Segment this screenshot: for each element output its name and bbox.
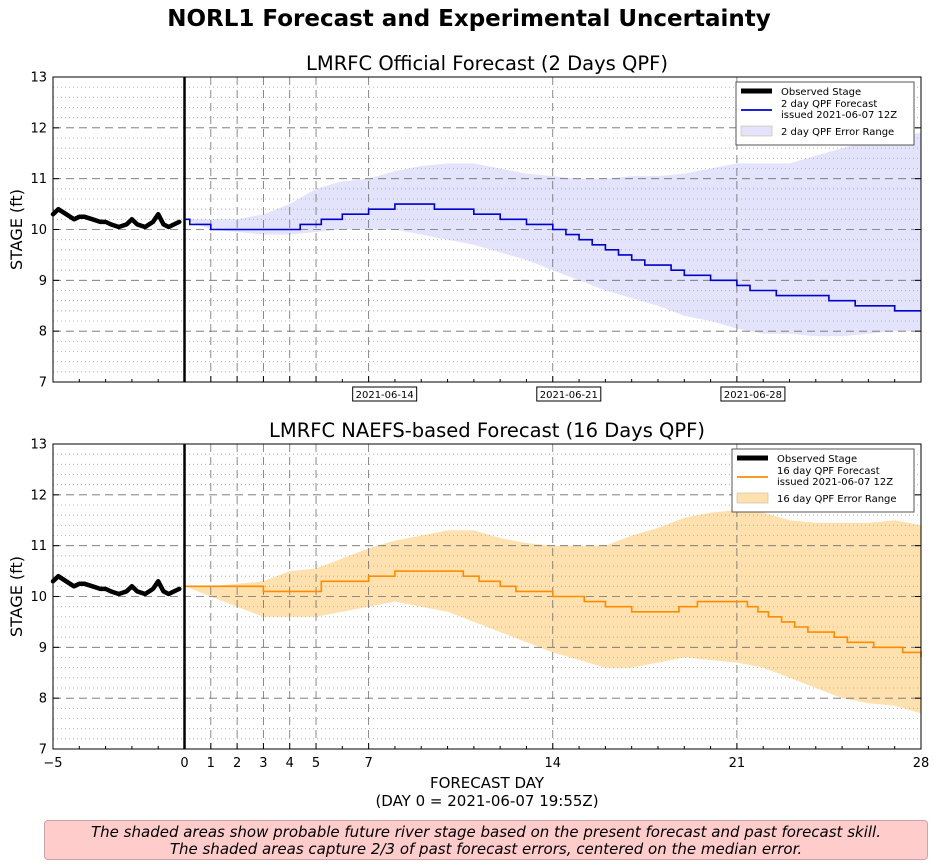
panel1-date-label: 2021-06-21 xyxy=(540,390,598,401)
panel1-date-label: 2021-06-14 xyxy=(356,390,414,401)
panel1-y-tick-label: 11 xyxy=(30,172,47,187)
panel2-x-tick-label: −5 xyxy=(43,756,62,771)
panel2-x-tick-label: 4 xyxy=(286,756,294,771)
panel1-date-label: 2021-06-28 xyxy=(724,390,782,401)
panel2-y-tick-label: 12 xyxy=(30,488,47,503)
panel1-chart-title: LMRFC Official Forecast (2 Days QPF) xyxy=(306,52,668,75)
page-title: NORL1 Forecast and Experimental Uncertai… xyxy=(167,6,771,32)
panel1-y-tick-label: 7 xyxy=(39,376,47,391)
panel2-y-tick-label: 13 xyxy=(30,438,47,453)
panel1-date-label-box xyxy=(536,386,602,402)
footnote-line-2: The shaded areas capture 2/3 of past for… xyxy=(169,840,803,858)
panel2-x-tick-label: 3 xyxy=(259,756,267,771)
panel2-legend-label-forecast: 16 day QPF Forecast xyxy=(777,466,880,477)
panel2-x-tick-label: 5 xyxy=(312,756,320,771)
panel2-error-range-band xyxy=(184,510,921,714)
panel1-y-axis-label: STAGE (ft) xyxy=(7,189,26,270)
panel2-legend-label-observed: Observed Stage xyxy=(777,454,857,465)
panel1-y-tick-label: 9 xyxy=(39,274,47,289)
panel2-legend-label-band: 16 day QPF Error Range xyxy=(777,494,897,505)
panel1-y-tick-label: 12 xyxy=(30,121,47,136)
panel1-y-tick-label: 10 xyxy=(30,223,47,238)
panel2-x-tick-label: 21 xyxy=(729,756,746,771)
panel1-legend-band-swatch xyxy=(740,125,773,137)
panel1-date-label-box xyxy=(720,386,786,402)
panel2-x-tick-label: 28 xyxy=(913,756,930,771)
panel2-y-tick-label: 8 xyxy=(39,692,47,707)
panel2-y-tick-label: 9 xyxy=(39,641,47,656)
panel2-x-tick-label: 0 xyxy=(180,756,188,771)
panel2-observed-stage-line xyxy=(50,573,182,597)
panel2-y-axis-label: STAGE (ft) xyxy=(7,556,26,637)
panel2-x-tick-label: 14 xyxy=(544,756,561,771)
panel1-legend-label-forecast-issued: issued 2021-06-07 12Z xyxy=(781,110,897,121)
panel2-x-tick-label: 1 xyxy=(207,756,215,771)
panel2-y-tick-label: 10 xyxy=(30,590,47,605)
panel2-x-tick-label: 7 xyxy=(364,756,372,771)
footnote-line-1: The shaded areas show probable future ri… xyxy=(91,823,881,841)
panel2-y-tick-label: 7 xyxy=(39,743,47,758)
panel1-y-tick-label: 13 xyxy=(30,71,47,86)
panel2-x-tick-label: 2 xyxy=(233,756,241,771)
panel1-forecast-line xyxy=(184,203,921,312)
panel1-legend-label-observed: Observed Stage xyxy=(781,87,861,98)
panel2-legend-band-swatch xyxy=(736,492,769,504)
footnote-box: The shaded areas show probable future ri… xyxy=(44,820,928,860)
panel2-chart-title: LMRFC NAEFS-based Forecast (16 Days QPF) xyxy=(269,419,705,442)
panel1-legend-label-band: 2 day QPF Error Range xyxy=(781,127,894,138)
panel1-legend-label-forecast: 2 day QPF Forecast xyxy=(781,99,877,110)
panel1-y-tick-label: 8 xyxy=(39,325,47,340)
panel2-forecast-line xyxy=(184,570,922,658)
panel1-date-label-box xyxy=(352,386,418,402)
panel2-x-axis-sublabel: (DAY 0 = 2021-06-07 19:55Z) xyxy=(375,792,598,810)
panel1-observed-stage-line xyxy=(50,206,182,230)
panel2-y-tick-label: 11 xyxy=(30,539,47,554)
panel2-legend-label-forecast-issued: issued 2021-06-07 12Z xyxy=(777,477,893,488)
panel2-x-axis-label: FORECAST DAY xyxy=(430,774,545,792)
